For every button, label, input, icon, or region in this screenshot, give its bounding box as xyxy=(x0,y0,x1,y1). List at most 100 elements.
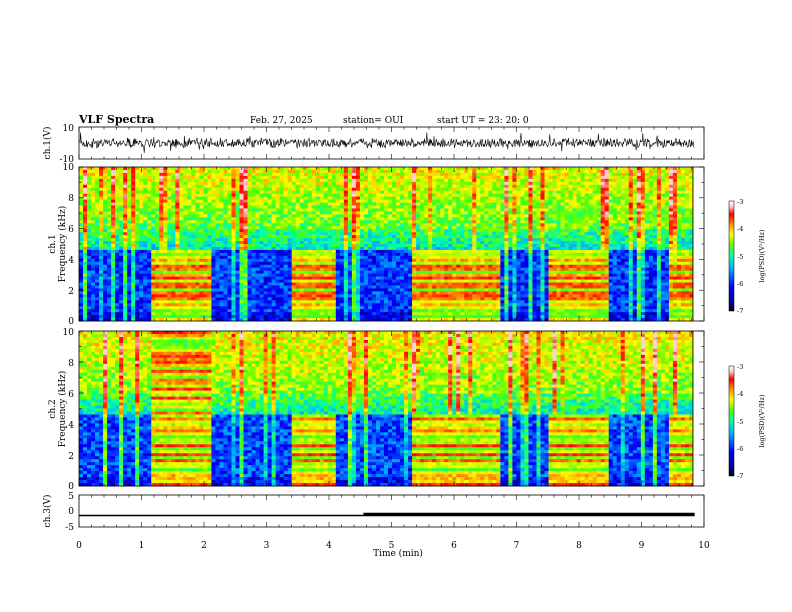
spectrogram-cell xyxy=(404,167,409,171)
spectrogram-cell xyxy=(315,288,321,292)
spectrogram-cell xyxy=(460,181,465,186)
spectrogram-cell xyxy=(424,273,429,277)
spectrogram-cell xyxy=(303,220,309,224)
spectrogram-cell xyxy=(428,235,433,239)
spectrogram-cell xyxy=(319,178,325,183)
spectrogram-cell xyxy=(355,226,361,230)
spectrogram-cell xyxy=(91,285,96,289)
spectrogram-cell xyxy=(355,238,361,242)
spectrogram-cell xyxy=(103,258,108,263)
spectrogram-cell xyxy=(215,193,220,198)
spectrogram-cell xyxy=(456,217,461,221)
spectrogram-cell xyxy=(187,312,192,316)
spectrogram-cell xyxy=(139,244,144,248)
spectrogram-cell xyxy=(163,282,168,286)
spectrogram-cell xyxy=(255,211,260,215)
spectrogram-cell xyxy=(215,267,220,272)
spectrogram-cell xyxy=(131,315,136,319)
spectrogram-cell xyxy=(271,226,277,230)
spectrogram-cell xyxy=(440,178,445,183)
spectrogram-cell xyxy=(83,315,88,319)
spectrogram-cell xyxy=(207,193,212,198)
spectrogram-cell xyxy=(404,285,409,289)
spectrogram-cell xyxy=(351,196,357,200)
spectrogram-cell xyxy=(287,235,293,239)
spectrogram-cell xyxy=(87,167,92,171)
spectrogram-cell xyxy=(255,202,260,206)
spectrogram-cell xyxy=(367,312,373,316)
spectrogram-cell xyxy=(396,196,401,200)
spectrogram-cell xyxy=(187,258,192,263)
spectrogram-cell xyxy=(103,169,108,174)
spectrogram-cell xyxy=(299,297,305,301)
spectrogram-cell xyxy=(388,297,393,301)
spectrogram-cell xyxy=(191,244,196,248)
spectrogram-cell xyxy=(383,181,389,186)
spectrogram-cell xyxy=(452,211,457,215)
spectrogram-cell xyxy=(392,297,397,301)
spectrogram-cell xyxy=(143,184,148,189)
spectrogram-cell xyxy=(287,196,293,200)
spectrogram-cell xyxy=(99,181,104,186)
spectrogram-cell xyxy=(119,258,124,263)
spectrogram-cell xyxy=(247,288,252,292)
spectrogram-cell xyxy=(416,193,421,198)
spectrogram-cell xyxy=(347,167,353,171)
spectrogram-cell xyxy=(87,178,92,183)
spectrogram-cell xyxy=(79,282,84,286)
spectrogram-cell xyxy=(432,187,437,192)
spectrogram-cell xyxy=(303,226,309,230)
spectrogram-cell xyxy=(383,190,389,195)
spectrogram-cell xyxy=(239,252,244,257)
spectrogram-cell xyxy=(203,258,208,263)
spectrogram-cell xyxy=(315,235,321,239)
spectrogram-cell xyxy=(107,196,112,200)
spectrogram-cell xyxy=(383,172,389,177)
spectrogram-cell xyxy=(271,193,277,198)
spectrogram-cell xyxy=(271,172,277,177)
spectrogram-cell xyxy=(388,282,393,286)
spectrogram-cell xyxy=(416,199,421,203)
spectrogram-cell xyxy=(444,249,449,254)
spectrogram-cell xyxy=(147,264,152,269)
spectrogram-cell xyxy=(396,187,401,192)
spectrogram-cell xyxy=(428,175,433,180)
spectrogram-cell xyxy=(315,211,321,215)
spectrogram-cell xyxy=(283,202,289,206)
spectrogram-cell xyxy=(79,273,84,277)
spectrogram-cell xyxy=(263,214,269,218)
spectrogram-cell xyxy=(444,214,449,218)
spectrogram-cell xyxy=(436,193,441,198)
spectrogram-cell xyxy=(367,276,373,280)
spectrogram-cell xyxy=(131,291,136,295)
spectrogram-cell xyxy=(167,273,172,277)
spectrogram-cell xyxy=(460,178,465,183)
spectrogram-cell xyxy=(396,217,401,221)
spectrogram-cell xyxy=(227,249,232,254)
spectrogram-cell xyxy=(259,282,264,286)
spectrogram-cell xyxy=(383,244,389,248)
spectrogram-cell xyxy=(432,276,437,280)
spectrogram-cell xyxy=(331,169,337,174)
spectrogram-cell xyxy=(79,196,84,200)
spectrogram-cell xyxy=(207,264,212,269)
spectrogram-cell xyxy=(115,193,120,198)
spectrogram-cell xyxy=(179,294,184,298)
spectrogram-cell xyxy=(436,223,441,227)
spectrogram-cell xyxy=(331,241,337,245)
spectrogram-cell xyxy=(135,282,140,286)
spectrogram-cell xyxy=(456,187,461,192)
spectrogram-cell xyxy=(247,282,252,286)
spectrogram-cell xyxy=(183,208,188,212)
spectrogram-cell xyxy=(359,303,365,307)
spectrogram-cell xyxy=(383,238,389,242)
spectrogram-cell xyxy=(99,184,104,189)
spectrogram-cell xyxy=(367,261,373,266)
spectrogram-cell xyxy=(392,318,397,322)
spectrogram-cell xyxy=(155,267,160,272)
spectrogram-cell xyxy=(91,193,96,198)
spectrogram-cell xyxy=(460,270,465,275)
spectrogram-cell xyxy=(131,220,136,224)
spectrogram-cell xyxy=(103,309,108,313)
